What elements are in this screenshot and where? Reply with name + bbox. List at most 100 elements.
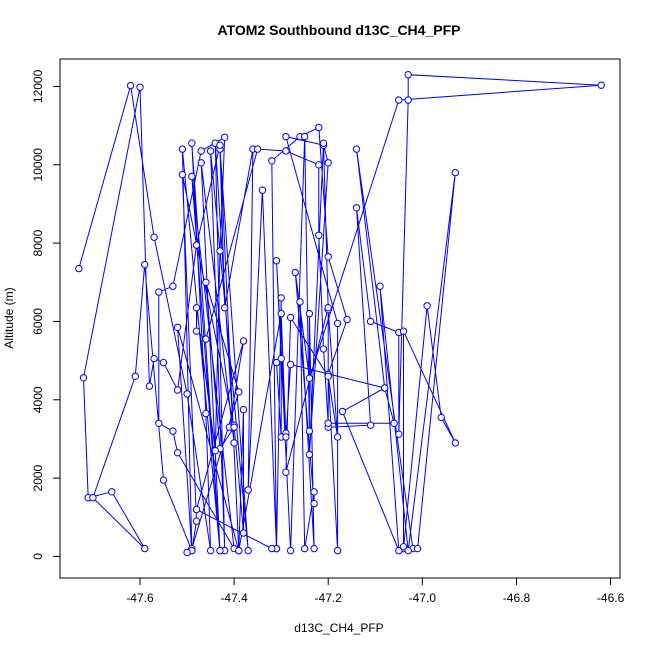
data-point — [159, 476, 168, 484]
data-point — [277, 309, 285, 318]
x-axis: -47.6 -47.4 -47.2 -47.0 -46.8 -46.6 — [126, 577, 625, 605]
data-point — [324, 159, 332, 167]
chart-title: ATOM2 Southbound d13C_CH4_PFP — [218, 22, 461, 38]
data-point — [221, 304, 229, 312]
data-point — [268, 157, 276, 165]
data-point — [301, 544, 309, 553]
data-point — [230, 423, 238, 431]
data-point — [404, 71, 412, 79]
data-point — [319, 139, 328, 147]
data-point — [390, 419, 398, 427]
plot-box — [59, 58, 621, 579]
data-point — [108, 488, 116, 496]
data-point — [197, 147, 205, 155]
data-point — [202, 409, 210, 418]
data-point — [301, 132, 309, 141]
data-point — [319, 345, 328, 353]
y-tick-label: 4000 — [31, 386, 45, 413]
data-point — [150, 233, 158, 241]
data-point — [221, 133, 229, 142]
data-point — [192, 505, 201, 514]
data-point — [597, 81, 605, 89]
data-point — [315, 161, 323, 169]
data-point — [451, 168, 459, 177]
data-point — [376, 282, 384, 290]
data-point — [310, 488, 318, 496]
y-axis-label: Altitude (m) — [2, 287, 16, 348]
data-point — [395, 430, 403, 438]
data-point — [192, 241, 201, 249]
data-point — [310, 499, 318, 508]
data-point — [305, 427, 314, 435]
data-point — [244, 486, 252, 494]
data-point — [126, 81, 135, 90]
data-point — [216, 546, 224, 555]
data-point — [202, 278, 210, 286]
data-point — [282, 132, 290, 141]
data-point — [395, 546, 403, 555]
x-axis-label: d13C_CH4_PFP — [294, 621, 383, 635]
data-point — [244, 546, 252, 555]
data-point — [75, 264, 83, 273]
x-tick-label: -47.2 — [315, 591, 343, 605]
data-point — [399, 327, 408, 335]
data-point — [211, 447, 220, 455]
data-point — [338, 407, 347, 416]
data-point — [423, 302, 431, 310]
data-point — [216, 141, 224, 149]
data-point — [305, 450, 314, 459]
data-point — [178, 145, 187, 153]
data-point — [366, 421, 375, 429]
data-point — [145, 382, 154, 390]
data-point — [159, 358, 168, 367]
data-point — [305, 374, 314, 382]
data-point — [395, 96, 403, 104]
data-point — [235, 388, 243, 396]
data-point — [282, 468, 290, 476]
data-point — [192, 517, 201, 525]
data-point — [451, 439, 459, 447]
data-point — [178, 170, 187, 179]
data-point — [253, 145, 262, 153]
data-point — [131, 372, 140, 380]
data-point — [197, 159, 205, 167]
data-point — [169, 282, 177, 290]
data-point — [183, 390, 191, 398]
data-point — [155, 419, 163, 427]
data-point — [413, 544, 422, 553]
data-point — [352, 204, 361, 212]
y-tick-label: 8000 — [31, 229, 45, 256]
data-point — [282, 433, 290, 441]
data-point — [141, 544, 149, 553]
data-point — [315, 123, 323, 132]
data-point — [188, 172, 196, 181]
data-point — [206, 546, 215, 555]
data-point — [296, 298, 304, 306]
y-tick-label: 2000 — [31, 464, 45, 491]
data-point — [282, 147, 290, 155]
data-point — [239, 337, 248, 345]
x-tick-label: -47.4 — [220, 591, 248, 605]
data-point — [324, 304, 332, 312]
y-tick-label: 0 — [31, 553, 45, 560]
y-tick-label: 10000 — [31, 148, 45, 182]
data-point — [192, 304, 201, 312]
data-point — [216, 247, 224, 255]
data-point — [141, 260, 149, 269]
series-line — [78, 74, 602, 553]
data-point — [343, 315, 351, 324]
data-point — [286, 360, 295, 369]
data-point — [173, 323, 182, 331]
data-point — [192, 327, 201, 335]
data-point — [173, 386, 182, 394]
data-point — [155, 288, 163, 296]
x-tick-label: -46.6 — [597, 591, 625, 605]
y-axis: 0 2000 4000 6000 8000 10000 12000 — [31, 69, 61, 560]
data-point — [324, 419, 332, 427]
data-point — [291, 268, 299, 277]
data-point — [173, 449, 182, 457]
data-point — [286, 313, 295, 322]
data-point — [333, 433, 342, 441]
data-point — [202, 335, 210, 343]
data-point — [404, 96, 412, 104]
